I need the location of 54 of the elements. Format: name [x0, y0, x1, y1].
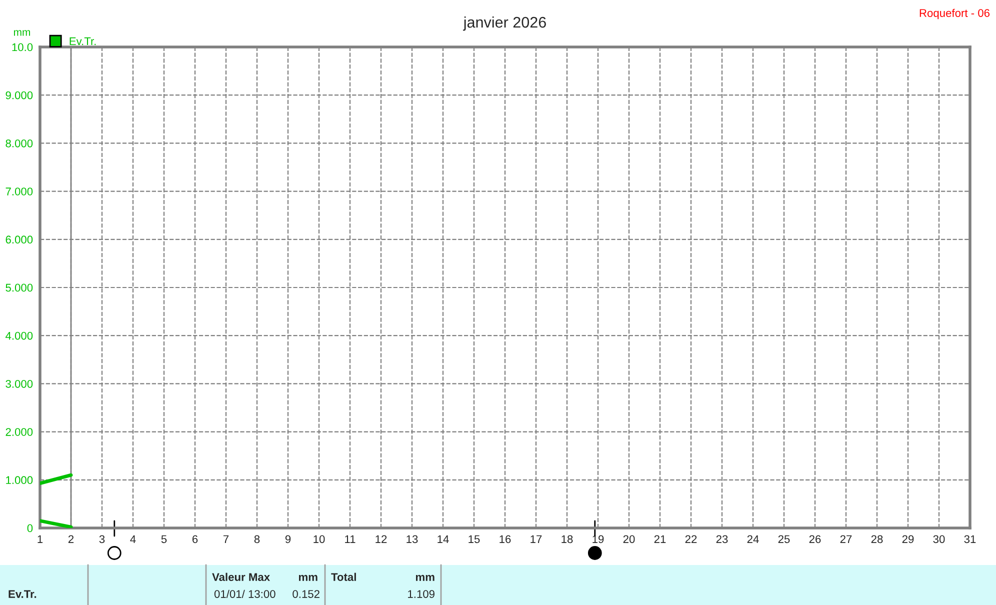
y-tick-label: 5.000 — [6, 284, 33, 292]
x-tick-label: 7 — [223, 535, 229, 543]
y-tick-label: 2.000 — [6, 428, 33, 436]
y-tick-label: 4.000 — [6, 332, 33, 340]
x-tick-label: 26 — [809, 535, 821, 544]
x-tick-label: 4 — [130, 535, 136, 543]
x-tick-label: 8 — [254, 535, 260, 544]
x-tick-label: 15 — [468, 535, 480, 544]
x-tick-label: 10 — [314, 535, 325, 544]
x-tick-label: 18 — [562, 535, 573, 544]
y-tick-label: 8.000 — [6, 139, 33, 148]
y-tick-label: 0 — [27, 524, 33, 532]
x-tick-label: 3 — [99, 535, 105, 544]
x-tick-label: 30 — [933, 535, 945, 544]
x-tick-label: 14 — [438, 535, 449, 543]
y-tick-label: 3.000 — [6, 380, 33, 388]
chart-subtitle: Roquefort - 06 — [920, 8, 990, 20]
y-tick-label: 10.0 — [12, 43, 33, 52]
x-tick-label: 21 — [654, 535, 666, 543]
x-tick-label: 11 — [345, 535, 356, 543]
y-tick-label: 1.000 — [6, 476, 33, 484]
x-tick-label: 27 — [840, 535, 852, 543]
text: 01/01/ 13:00 — [214, 590, 276, 598]
y-tick-label: 9.000 — [6, 91, 33, 100]
x-tick-label: 16 — [500, 535, 511, 544]
x-tick-label: 19 — [592, 535, 604, 544]
x-tick-label: 6 — [192, 535, 198, 544]
x-tick-label: 1 — [38, 535, 43, 543]
x-tick-label: 23 — [716, 535, 728, 544]
legend-label: Ev.Tr. — [70, 37, 96, 46]
text: Valeur Max — [212, 572, 270, 581]
x-tick-label: 28 — [871, 535, 883, 544]
x-tick-label: 17 — [530, 535, 542, 543]
x-tick-label: 31 — [964, 535, 976, 544]
x-tick-label: 2 — [68, 535, 74, 543]
chart-title: janvier 2026 — [463, 16, 546, 31]
x-tick-label: 9 — [285, 535, 291, 544]
x-tick-label: 24 — [747, 535, 759, 543]
y-axis-title: mm — [14, 30, 30, 36]
x-tick-label: 12 — [376, 535, 387, 543]
x-tick-label: 13 — [406, 535, 418, 544]
x-tick-label: 29 — [902, 535, 914, 544]
text: 0.152 — [292, 590, 320, 598]
text: mm — [298, 574, 318, 581]
x-tick-label: 25 — [778, 535, 790, 544]
text: Ev.Tr. — [8, 590, 36, 598]
text: Total — [331, 572, 356, 581]
text: 1.109 — [408, 590, 434, 598]
x-tick-label: 22 — [685, 535, 697, 543]
y-tick-label: 7.000 — [6, 188, 33, 196]
text: mm — [416, 574, 434, 581]
x-tick-label: 5 — [161, 535, 167, 544]
y-tick-label: 6.000 — [6, 236, 33, 244]
x-tick-label: 20 — [623, 535, 635, 544]
